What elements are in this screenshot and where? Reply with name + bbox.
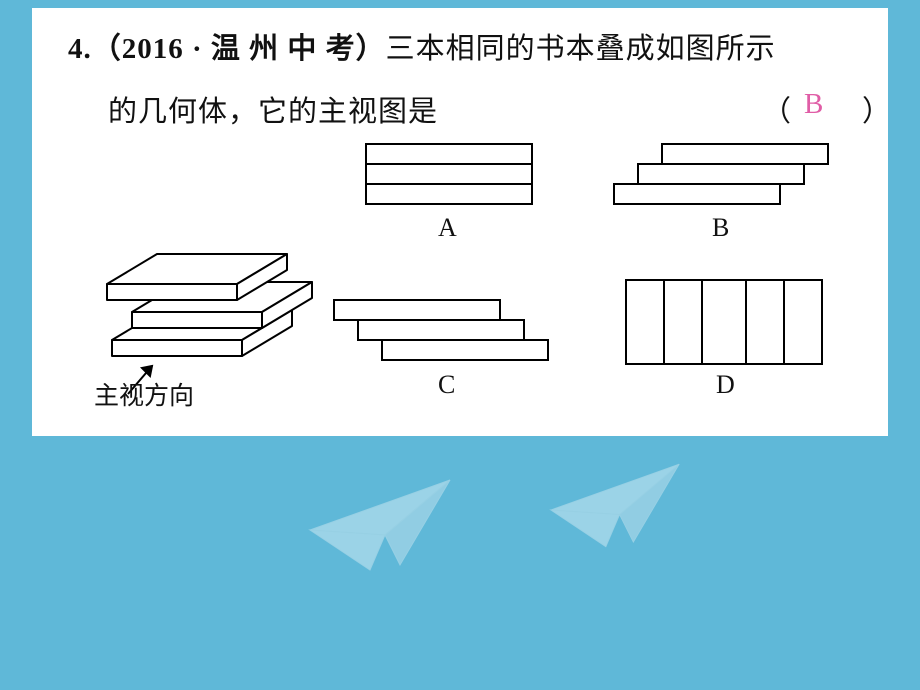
paper-airplane-2 (540, 455, 690, 565)
option-d-label: D (716, 370, 735, 400)
option-b-label: B (712, 213, 729, 243)
question-number: 4. (68, 33, 92, 65)
option-a-label: A (438, 213, 457, 243)
question-line-1: 4.（2016 · 温 州 中 考）三本相同的书本叠成如图所示 (68, 26, 776, 72)
option-c-figure (332, 298, 550, 364)
view-direction-label: 主视方向 (94, 376, 194, 412)
answer-letter: B (804, 88, 823, 121)
main-figure (92, 198, 322, 398)
option-d-figure (624, 278, 824, 366)
question-card: 4.（2016 · 温 州 中 考）三本相同的书本叠成如图所示 的几何体，它的主… (32, 8, 888, 436)
question-text-1: 三本相同的书本叠成如图所示 (386, 33, 776, 65)
paper-airplane-1 (300, 470, 460, 590)
paren-open: （ (762, 88, 791, 130)
option-c-label: C (438, 370, 455, 400)
paren-close: ） (862, 88, 891, 130)
option-b-figure (612, 142, 830, 208)
option-a-figure (364, 142, 534, 208)
question-line-2: 的几何体，它的主视图是 (108, 88, 438, 130)
question-source: （2016 · 温 州 中 考） (92, 33, 386, 65)
